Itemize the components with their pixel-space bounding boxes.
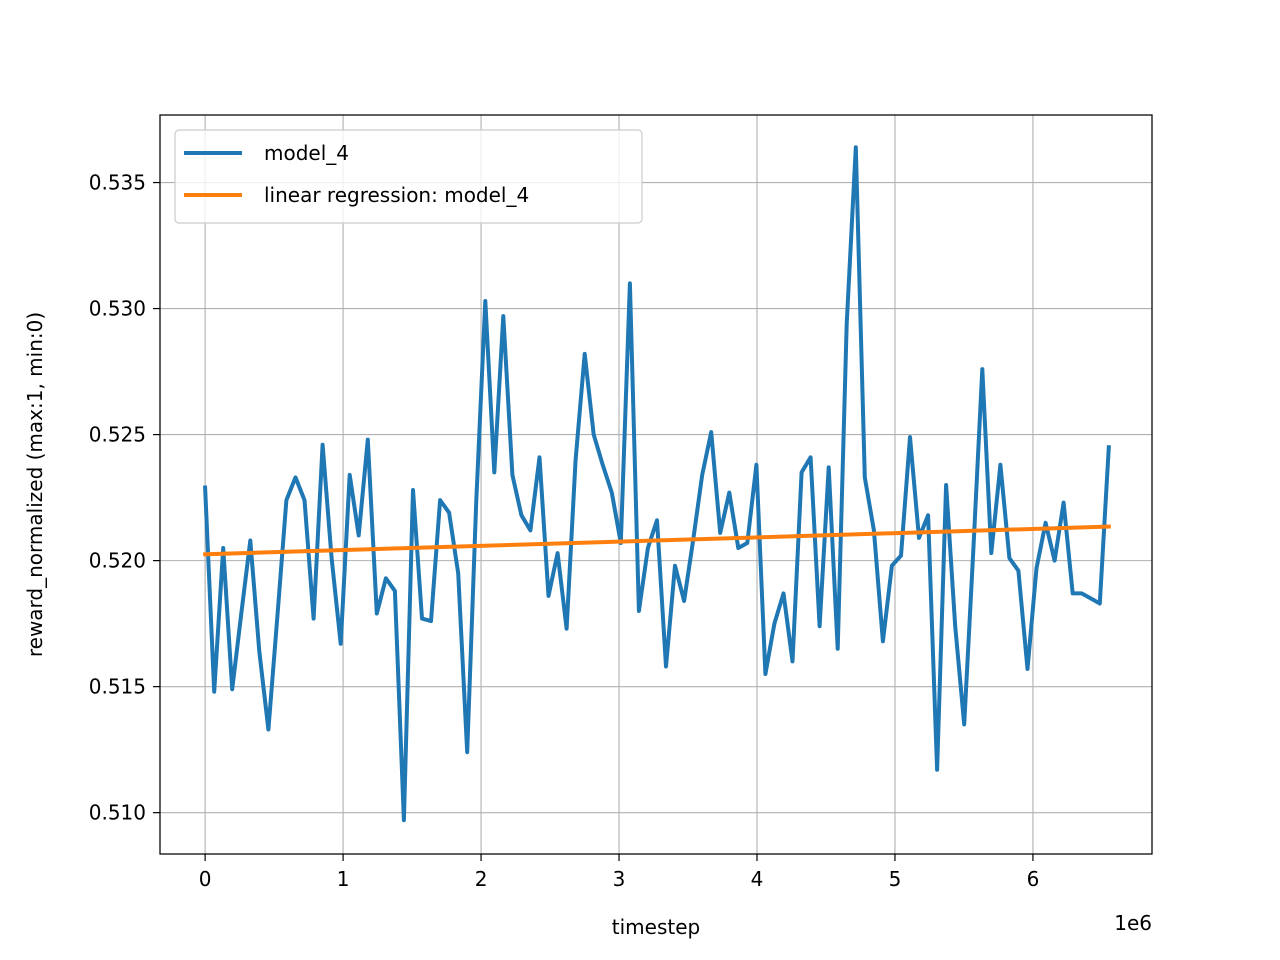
x-tick-label: 1	[337, 867, 350, 891]
x-tick-label: 3	[613, 867, 626, 891]
y-axis: 0.510 0.515 0.520 0.525 0.530 0.535	[89, 171, 160, 825]
x-axis: 0 1 2 3 4 5 6	[199, 854, 1040, 891]
y-tick-label: 0.535	[89, 171, 146, 195]
y-tick-label: 0.525	[89, 423, 146, 447]
x-tick-label: 5	[889, 867, 902, 891]
y-tick-label: 0.530	[89, 297, 146, 321]
x-tick-label: 4	[751, 867, 764, 891]
legend-label: model_4	[264, 141, 349, 165]
x-axis-label: timestep	[612, 915, 700, 939]
plot-frame	[159, 114, 1153, 855]
legend-label: linear regression: model_4	[264, 183, 529, 207]
x-tick-label: 2	[475, 867, 488, 891]
series-line-model-4	[203, 145, 1111, 823]
x-tick-label: 0	[199, 867, 212, 891]
legend-box	[174, 129, 643, 224]
series-layer	[203, 145, 1111, 823]
y-tick-label: 0.510	[89, 801, 146, 825]
x-tick-label: 6	[1027, 867, 1040, 891]
y-axis-label: reward_normalized (max:1, min:0)	[23, 312, 47, 657]
series-line-linear-regression	[203, 524, 1111, 557]
x-axis-offset-label: 1e6	[1114, 911, 1152, 935]
y-tick-label: 0.515	[89, 675, 146, 699]
y-tick-label: 0.520	[89, 549, 146, 573]
